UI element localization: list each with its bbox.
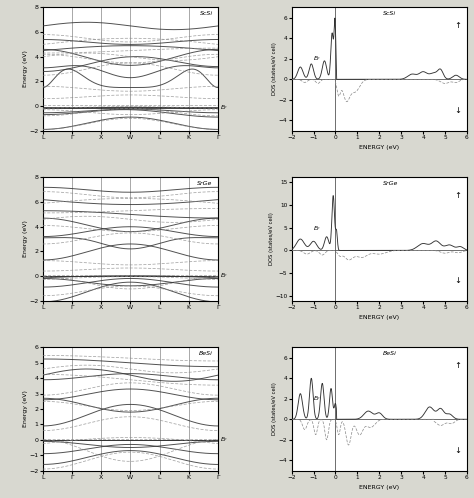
Text: $\uparrow$: $\uparrow$ — [453, 190, 462, 200]
Text: $E_F$: $E_F$ — [220, 104, 228, 113]
Text: SrGe: SrGe — [197, 181, 213, 186]
Text: $\uparrow$: $\uparrow$ — [453, 360, 462, 370]
Text: $\downarrow$: $\downarrow$ — [453, 274, 462, 285]
Text: $E_F$: $E_F$ — [313, 224, 321, 233]
Text: $E_F$: $E_F$ — [220, 435, 228, 444]
Y-axis label: Energy (eV): Energy (eV) — [23, 221, 28, 257]
Text: $E_F$: $E_F$ — [313, 54, 321, 63]
Y-axis label: DOS (states/eV cell): DOS (states/eV cell) — [269, 213, 274, 265]
X-axis label: ENERGY (eV): ENERGY (eV) — [359, 315, 399, 320]
Text: $E_F$: $E_F$ — [220, 271, 228, 280]
Text: $E_F$: $E_F$ — [313, 394, 321, 403]
X-axis label: ENERGY (eV): ENERGY (eV) — [359, 145, 399, 150]
Text: BeSi: BeSi — [383, 351, 397, 356]
Y-axis label: DOS (states/eV cell): DOS (states/eV cell) — [273, 382, 277, 435]
Text: ScSi: ScSi — [383, 11, 396, 16]
Text: SrGe: SrGe — [383, 181, 398, 186]
Y-axis label: Energy (eV): Energy (eV) — [23, 51, 28, 88]
Text: $\uparrow$: $\uparrow$ — [453, 20, 462, 30]
Text: ScSi: ScSi — [200, 11, 213, 16]
Y-axis label: DOS (states/eV cell): DOS (states/eV cell) — [273, 43, 277, 96]
Text: $\downarrow$: $\downarrow$ — [453, 445, 462, 455]
Text: BeSi: BeSi — [199, 351, 213, 356]
Text: $\downarrow$: $\downarrow$ — [453, 105, 462, 115]
Y-axis label: Energy (eV): Energy (eV) — [23, 390, 28, 427]
X-axis label: ENERGY (eV): ENERGY (eV) — [359, 486, 399, 491]
